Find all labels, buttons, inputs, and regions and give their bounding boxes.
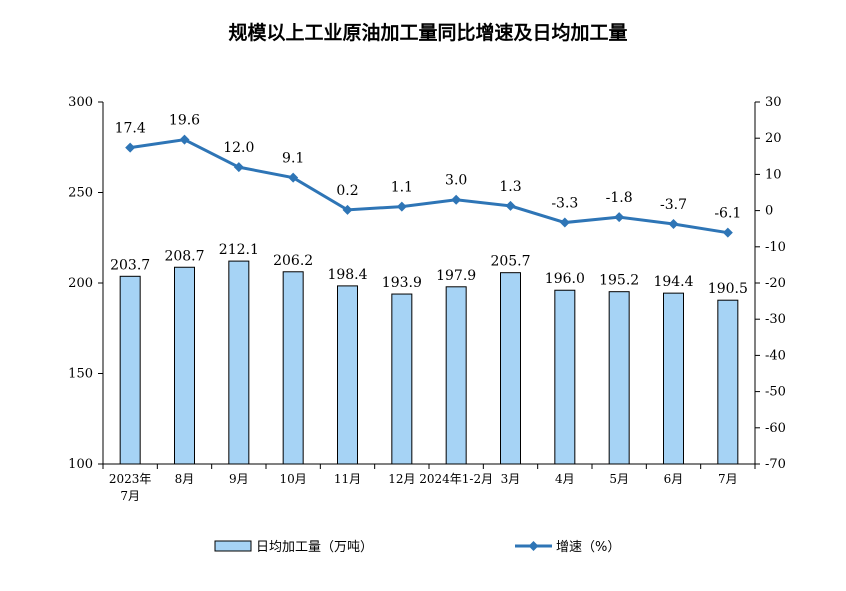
line-data-label: 12.0 xyxy=(223,140,254,156)
bar-data-label: 206.2 xyxy=(273,253,313,269)
bar xyxy=(608,291,630,465)
bar-data-label: 198.4 xyxy=(327,267,367,283)
line-point xyxy=(288,172,299,183)
line-data-label: 1.1 xyxy=(391,180,413,196)
line-point xyxy=(125,142,136,153)
y-right-tick-label: 20 xyxy=(765,131,782,146)
line-data-label: -3.7 xyxy=(660,197,687,213)
bar-data-label: 208.7 xyxy=(164,248,204,264)
bar-series: 203.7 208.7 212.1 206.2 198.4 193.9 197.9 205.7… xyxy=(110,242,748,465)
y-right-tick-label: -50 xyxy=(765,385,786,400)
line-point xyxy=(342,204,353,215)
legend-line-marker xyxy=(528,541,539,551)
legend: 日均加工量（万吨） 增速（%） xyxy=(214,540,620,555)
line-point xyxy=(233,162,244,173)
x-tick-label: 4月 xyxy=(555,472,575,486)
bar-data-label: 195.2 xyxy=(599,273,639,289)
y-right-tick-label: -40 xyxy=(765,348,786,363)
bar xyxy=(119,275,141,465)
y-right-tick-label: -10 xyxy=(765,240,786,255)
x-tick-label: 8月 xyxy=(175,472,195,486)
line-point xyxy=(505,200,516,211)
bar-data-label: 196.0 xyxy=(545,271,585,287)
bar-data-label: 197.9 xyxy=(436,268,476,284)
line-point xyxy=(179,134,190,145)
bar xyxy=(445,286,467,465)
x-tick-label: 11月 xyxy=(334,472,361,486)
y-right-tick-label: 10 xyxy=(765,167,782,182)
line-data-label: 17.4 xyxy=(115,121,146,137)
y-right-tick-label: 30 xyxy=(765,95,782,110)
bar-data-label: 205.7 xyxy=(490,254,530,270)
line-data-label: 9.1 xyxy=(282,151,304,167)
bar-data-label: 193.9 xyxy=(382,275,422,291)
line-series: 17.4 19.6 12.0 9.1 0.2 1.1 3.0 1.3 -3.3 -1.8 -3.7 -… xyxy=(115,113,741,238)
y-right-tick-label: -60 xyxy=(765,421,786,436)
x-tick-label: 2024年1-2月 xyxy=(419,472,493,486)
bar xyxy=(391,293,413,465)
bar xyxy=(717,299,739,465)
x-tick-label: 7月 xyxy=(718,472,738,486)
line-data-label: 19.6 xyxy=(169,113,200,129)
bar xyxy=(554,289,576,465)
bar xyxy=(663,292,684,465)
x-tick-label: 10月 xyxy=(280,472,307,486)
line-data-label: -1.8 xyxy=(606,190,633,206)
y-right-tick-label: -20 xyxy=(765,276,786,291)
bar-data-label: 203.7 xyxy=(110,257,150,273)
bar xyxy=(337,285,358,465)
x-tick-label: 9月 xyxy=(229,472,249,486)
bar-data-label: 194.4 xyxy=(653,274,693,290)
x-tick-label: 7月 xyxy=(120,489,140,503)
y-left-tick-label: 100 xyxy=(68,457,93,472)
line-data-label: -6.1 xyxy=(714,206,741,222)
bar xyxy=(174,266,195,465)
legend-bar-swatch xyxy=(214,540,252,552)
y-right-tick-label: 0 xyxy=(765,204,773,219)
y-left-tick-label: 300 xyxy=(68,95,93,110)
x-tick-label: 6月 xyxy=(664,472,684,486)
bar xyxy=(282,271,304,465)
line-data-label: 3.0 xyxy=(445,173,467,189)
line-point xyxy=(614,212,625,223)
bar xyxy=(500,272,521,465)
line-data-label: 1.3 xyxy=(499,179,521,195)
y-left-tick-label: 250 xyxy=(68,186,93,201)
x-tick-label: 12月 xyxy=(388,472,415,486)
legend-line-label: 增速（%） xyxy=(556,540,620,555)
line-data-label: -3.3 xyxy=(551,196,578,212)
y-left-tick-label: 150 xyxy=(68,367,93,382)
line-data-label: 0.2 xyxy=(336,183,358,199)
line-point xyxy=(559,217,570,228)
line-point xyxy=(396,201,407,212)
legend-bar-label: 日均加工量（万吨） xyxy=(256,540,373,555)
bar xyxy=(228,260,250,465)
line-path xyxy=(129,138,729,235)
bar-data-label: 212.1 xyxy=(219,242,259,258)
y-right-tick-label: -70 xyxy=(765,457,786,472)
y-left-tick-label: 200 xyxy=(68,276,93,291)
y-right-tick-label: -30 xyxy=(765,312,786,327)
line-point xyxy=(668,218,679,229)
chart-title: 规模以上工业原油加工量同比增速及日均加工量 xyxy=(228,21,627,44)
x-tick-label: 3月 xyxy=(501,472,521,486)
x-tick-label: 2023年 xyxy=(109,472,152,486)
line-point xyxy=(722,227,733,238)
x-tick-label: 5月 xyxy=(609,472,629,486)
bar-data-label: 190.5 xyxy=(708,281,748,297)
line-point xyxy=(451,194,462,205)
